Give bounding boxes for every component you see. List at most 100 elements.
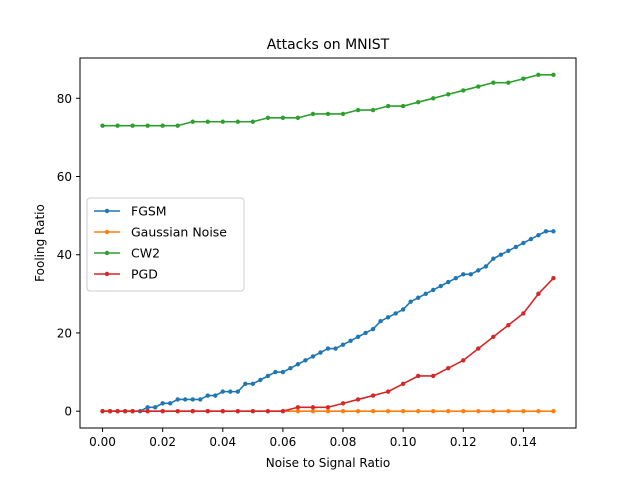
data-point-pgd [190, 408, 195, 414]
data-point-gaussian-noise [340, 408, 346, 414]
data-point-cw2 [280, 115, 286, 121]
data-point-fgsm [220, 389, 225, 394]
data-point-fgsm [340, 342, 346, 347]
legend-marker-pgd [104, 271, 110, 277]
data-point-gaussian-noise [415, 408, 421, 414]
data-point-fgsm [408, 299, 413, 304]
data-point-pgd [250, 408, 256, 414]
data-point-pgd [145, 408, 150, 414]
y-axis-label: Fooling Ratio [33, 204, 47, 282]
y-tick-label: 80 [57, 92, 72, 106]
data-point-pgd [115, 408, 120, 414]
x-tick-label: 0.10 [390, 435, 417, 449]
data-point-cw2 [115, 123, 120, 128]
data-point-pgd [280, 408, 286, 414]
data-point-cw2 [355, 107, 361, 113]
data-point-gaussian-noise [310, 408, 316, 414]
data-point-pgd [491, 334, 496, 340]
data-point-cw2 [446, 92, 451, 97]
data-point-gaussian-noise [446, 408, 451, 414]
data-point-fgsm [536, 232, 541, 238]
x-tick-label: 0.14 [510, 435, 537, 449]
data-point-fgsm [258, 377, 263, 383]
data-point-gaussian-noise [431, 408, 436, 414]
data-point-fgsm [213, 393, 218, 398]
data-point-pgd [100, 408, 105, 414]
data-point-fgsm [348, 338, 353, 343]
data-point-pgd [122, 408, 128, 414]
data-point-cw2 [160, 123, 165, 128]
data-point-pgd [431, 373, 436, 379]
data-point-pgd [446, 365, 451, 371]
y-tick-label: 20 [57, 326, 72, 340]
data-point-gaussian-noise [521, 408, 526, 414]
data-point-pgd [295, 405, 301, 410]
data-point-fgsm [318, 350, 323, 355]
data-point-fgsm [190, 397, 195, 402]
data-point-fgsm [235, 389, 241, 394]
data-point-fgsm [453, 276, 458, 281]
x-axis: 0.00 0.02 0.04 0.06 0.08 0.10 0.12 0.14 [89, 428, 537, 449]
x-tick-label: 0.00 [89, 435, 116, 449]
data-point-gaussian-noise [506, 408, 511, 414]
y-axis: 0 20 40 60 80 [57, 92, 80, 419]
chart-title: Attacks on MNIST [267, 37, 390, 53]
data-point-pgd [461, 358, 466, 363]
data-point-fgsm [431, 287, 436, 293]
data-point-pgd [355, 397, 361, 402]
data-point-cw2 [250, 119, 256, 124]
data-point-fgsm [461, 272, 466, 277]
data-point-pgd [400, 381, 406, 386]
data-point-fgsm [325, 346, 331, 351]
data-point-pgd [340, 401, 346, 406]
x-tick-label: 0.12 [450, 435, 477, 449]
data-point-cw2 [400, 103, 406, 109]
data-point-fgsm [205, 393, 210, 398]
data-point-cw2 [370, 107, 376, 113]
data-point-cw2 [491, 80, 496, 85]
legend-label-cw2: CW2 [131, 246, 160, 261]
series-cw2 [100, 72, 556, 128]
data-point-pgd [551, 276, 556, 281]
data-point-cw2 [506, 80, 511, 85]
x-tick-label: 0.04 [209, 435, 236, 449]
data-point-cw2 [461, 88, 466, 93]
legend-box [86, 197, 245, 292]
data-point-fgsm [310, 354, 316, 359]
data-point-gaussian-noise [461, 408, 466, 414]
data-point-fgsm [363, 330, 368, 336]
data-point-fgsm [551, 229, 556, 234]
data-point-cw2 [175, 123, 180, 128]
data-point-cw2 [340, 111, 346, 117]
data-point-pgd [521, 311, 526, 316]
data-point-pgd [235, 408, 241, 414]
data-point-cw2 [325, 111, 331, 117]
data-point-gaussian-noise [370, 408, 376, 414]
data-point-gaussian-noise [295, 408, 301, 414]
data-point-pgd [385, 389, 391, 394]
data-point-fgsm [250, 381, 256, 386]
data-point-pgd [415, 373, 421, 379]
data-point-cw2 [145, 123, 150, 128]
data-point-fgsm [243, 381, 248, 386]
data-point-cw2 [235, 119, 241, 124]
data-point-fgsm [355, 334, 361, 340]
data-point-fgsm [423, 291, 428, 297]
data-point-pgd [506, 322, 511, 328]
legend-label-pgd: PGD [131, 267, 158, 282]
data-point-gaussian-noise [476, 408, 481, 414]
data-point-gaussian-noise [400, 408, 406, 414]
data-point-fgsm [491, 256, 496, 261]
y-tick-label: 40 [57, 248, 72, 262]
data-point-fgsm [145, 405, 150, 410]
data-point-pgd [220, 408, 225, 414]
data-point-gaussian-noise [355, 408, 361, 414]
data-point-fgsm [393, 311, 398, 316]
data-point-pgd [160, 408, 165, 414]
data-point-fgsm [198, 397, 203, 402]
data-point-gaussian-noise [325, 408, 331, 414]
legend-marker-gaussian-noise [104, 229, 110, 235]
plot-area [100, 72, 556, 414]
data-point-cw2 [100, 123, 105, 128]
data-point-pgd [536, 291, 541, 297]
